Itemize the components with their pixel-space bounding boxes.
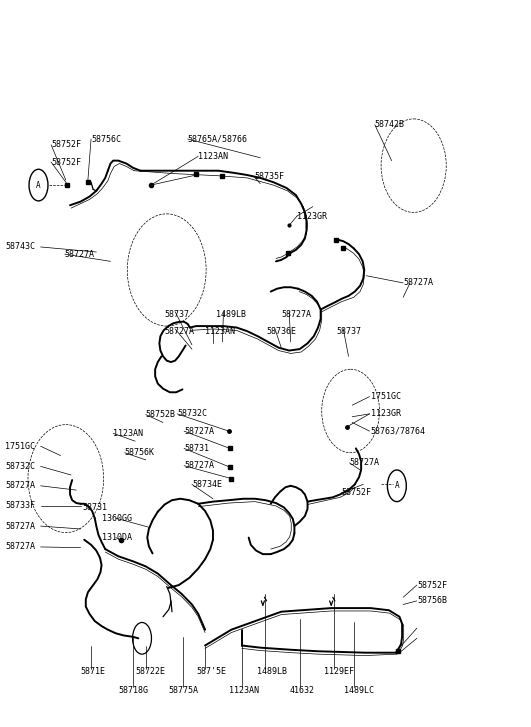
Text: 58752B: 58752B (145, 410, 176, 419)
Text: 587'5E: 587'5E (196, 667, 226, 676)
Text: 1489LB: 1489LB (256, 667, 287, 676)
Text: 1123AN: 1123AN (205, 326, 235, 336)
Text: 41632: 41632 (289, 686, 314, 695)
Text: 58756C: 58756C (91, 134, 121, 143)
Text: 58733F: 58733F (5, 502, 36, 510)
Text: 58735F: 58735F (254, 172, 284, 181)
Text: 58752F: 58752F (418, 581, 448, 590)
Text: 58731: 58731 (184, 444, 209, 453)
Text: 1129EF: 1129EF (324, 667, 354, 676)
Text: 1123AN: 1123AN (198, 152, 228, 161)
Text: 1123AN: 1123AN (113, 429, 143, 438)
Text: 58727A: 58727A (165, 326, 195, 336)
Text: 58775A: 58775A (168, 686, 198, 695)
Text: 58736E: 58736E (267, 326, 296, 336)
Text: 58722E: 58722E (135, 667, 165, 676)
Text: 1310DA: 1310DA (101, 533, 132, 542)
Text: A: A (395, 481, 399, 490)
Text: 1123AN: 1123AN (229, 686, 259, 695)
Text: 58732C: 58732C (5, 462, 36, 471)
Text: 1751GC: 1751GC (371, 392, 400, 401)
Text: 1123GR: 1123GR (297, 212, 327, 220)
Text: 1123GR: 1123GR (371, 409, 400, 418)
Text: 58727A: 58727A (5, 521, 36, 531)
Text: 58756K: 58756K (125, 449, 155, 457)
Text: 58752F: 58752F (341, 489, 372, 497)
Text: 58727A: 58727A (403, 278, 433, 287)
Text: 58742B: 58742B (375, 120, 405, 129)
Text: 58743C: 58743C (5, 243, 36, 252)
Text: 1360GG: 1360GG (101, 514, 132, 523)
Text: 58756B: 58756B (418, 596, 448, 606)
Text: 58737: 58737 (337, 326, 362, 336)
Text: 58734E: 58734E (192, 480, 222, 489)
Text: 58763/78764: 58763/78764 (371, 427, 425, 435)
Text: 58727A: 58727A (349, 458, 380, 467)
Text: 1489LB: 1489LB (216, 310, 245, 319)
Text: 58765A/58766: 58765A/58766 (188, 134, 248, 143)
Text: 58727A: 58727A (281, 310, 311, 319)
Text: 5871E: 5871E (81, 667, 106, 676)
Text: 58727A: 58727A (65, 249, 95, 259)
Text: 1751GC: 1751GC (5, 442, 36, 451)
Text: 58737: 58737 (165, 310, 190, 319)
Text: 1489LC: 1489LC (344, 686, 374, 695)
Text: 58752F: 58752F (51, 158, 81, 166)
Text: 58727A: 58727A (184, 427, 214, 435)
Text: 58718G: 58718G (118, 686, 148, 695)
Text: 58731: 58731 (83, 503, 108, 512)
Text: 58727A: 58727A (5, 481, 36, 490)
Text: 58727A: 58727A (184, 461, 214, 470)
Text: 58727A: 58727A (5, 542, 36, 552)
Text: A: A (36, 180, 41, 190)
Text: 58732C: 58732C (177, 409, 207, 418)
Text: 58752F: 58752F (51, 140, 81, 149)
